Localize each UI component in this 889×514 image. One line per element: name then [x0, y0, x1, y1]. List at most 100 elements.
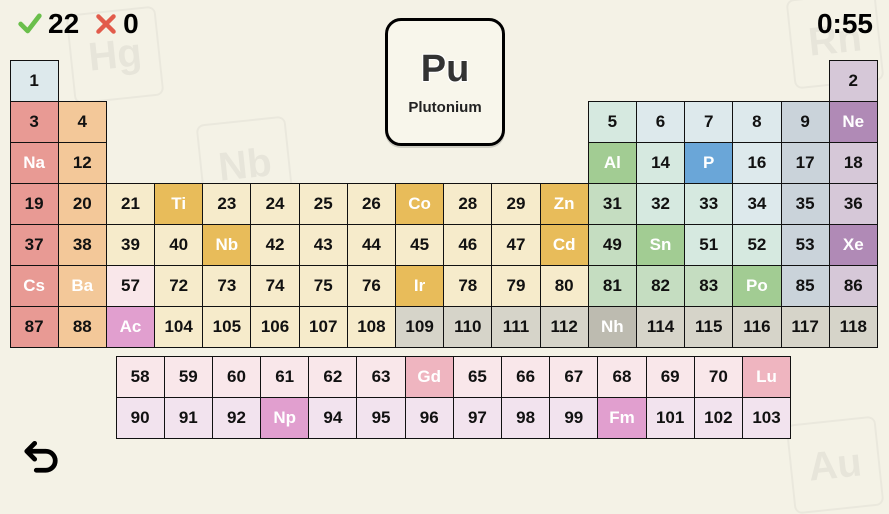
- element-32[interactable]: 32: [636, 183, 685, 225]
- element-73[interactable]: 73: [202, 265, 251, 307]
- element-40[interactable]: 40: [154, 224, 203, 266]
- element-52[interactable]: 52: [732, 224, 781, 266]
- element-111[interactable]: 111: [491, 306, 540, 348]
- element-gd[interactable]: Gd: [405, 356, 454, 398]
- element-8[interactable]: 8: [732, 101, 781, 143]
- element-5[interactable]: 5: [588, 101, 637, 143]
- element-61[interactable]: 61: [260, 356, 309, 398]
- element-97[interactable]: 97: [453, 397, 502, 439]
- element-17[interactable]: 17: [781, 142, 830, 184]
- element-78[interactable]: 78: [443, 265, 492, 307]
- element-np[interactable]: Np: [260, 397, 309, 439]
- undo-button[interactable]: [22, 437, 60, 484]
- element-117[interactable]: 117: [781, 306, 830, 348]
- element-fm[interactable]: Fm: [597, 397, 646, 439]
- element-86[interactable]: 86: [829, 265, 878, 307]
- element-98[interactable]: 98: [501, 397, 550, 439]
- element-xe[interactable]: Xe: [829, 224, 878, 266]
- element-19[interactable]: 19: [10, 183, 59, 225]
- element-3[interactable]: 3: [10, 101, 59, 143]
- element-63[interactable]: 63: [356, 356, 405, 398]
- element-88[interactable]: 88: [58, 306, 107, 348]
- element-101[interactable]: 101: [646, 397, 695, 439]
- element-79[interactable]: 79: [491, 265, 540, 307]
- element-118[interactable]: 118: [829, 306, 878, 348]
- element-14[interactable]: 14: [636, 142, 685, 184]
- element-81[interactable]: 81: [588, 265, 637, 307]
- element-115[interactable]: 115: [684, 306, 733, 348]
- element-16[interactable]: 16: [732, 142, 781, 184]
- element-sn[interactable]: Sn: [636, 224, 685, 266]
- element-109[interactable]: 109: [395, 306, 444, 348]
- element-28[interactable]: 28: [443, 183, 492, 225]
- element-96[interactable]: 96: [405, 397, 454, 439]
- element-91[interactable]: 91: [164, 397, 213, 439]
- element-95[interactable]: 95: [356, 397, 405, 439]
- element-ir[interactable]: Ir: [395, 265, 444, 307]
- element-42[interactable]: 42: [250, 224, 299, 266]
- element-106[interactable]: 106: [250, 306, 299, 348]
- element-45[interactable]: 45: [395, 224, 444, 266]
- element-70[interactable]: 70: [694, 356, 743, 398]
- element-6[interactable]: 6: [636, 101, 685, 143]
- element-68[interactable]: 68: [597, 356, 646, 398]
- element-80[interactable]: 80: [540, 265, 589, 307]
- element-65[interactable]: 65: [453, 356, 502, 398]
- element-110[interactable]: 110: [443, 306, 492, 348]
- element-18[interactable]: 18: [829, 142, 878, 184]
- element-112[interactable]: 112: [540, 306, 589, 348]
- element-114[interactable]: 114: [636, 306, 685, 348]
- element-ne[interactable]: Ne: [829, 101, 878, 143]
- element-21[interactable]: 21: [106, 183, 155, 225]
- element-44[interactable]: 44: [347, 224, 396, 266]
- element-104[interactable]: 104: [154, 306, 203, 348]
- element-85[interactable]: 85: [781, 265, 830, 307]
- element-24[interactable]: 24: [250, 183, 299, 225]
- element-38[interactable]: 38: [58, 224, 107, 266]
- element-58[interactable]: 58: [116, 356, 165, 398]
- element-39[interactable]: 39: [106, 224, 155, 266]
- element-69[interactable]: 69: [646, 356, 695, 398]
- element-nh[interactable]: Nh: [588, 306, 637, 348]
- element-43[interactable]: 43: [299, 224, 348, 266]
- element-4[interactable]: 4: [58, 101, 107, 143]
- element-na[interactable]: Na: [10, 142, 59, 184]
- element-ba[interactable]: Ba: [58, 265, 107, 307]
- element-90[interactable]: 90: [116, 397, 165, 439]
- element-29[interactable]: 29: [491, 183, 540, 225]
- element-36[interactable]: 36: [829, 183, 878, 225]
- element-lu[interactable]: Lu: [742, 356, 791, 398]
- element-57[interactable]: 57: [106, 265, 155, 307]
- element-p[interactable]: P: [684, 142, 733, 184]
- element-1[interactable]: 1: [10, 60, 59, 102]
- element-49[interactable]: 49: [588, 224, 637, 266]
- element-co[interactable]: Co: [395, 183, 444, 225]
- element-34[interactable]: 34: [732, 183, 781, 225]
- element-ti[interactable]: Ti: [154, 183, 203, 225]
- element-62[interactable]: 62: [308, 356, 357, 398]
- element-20[interactable]: 20: [58, 183, 107, 225]
- element-9[interactable]: 9: [781, 101, 830, 143]
- element-94[interactable]: 94: [308, 397, 357, 439]
- element-92[interactable]: 92: [212, 397, 261, 439]
- element-87[interactable]: 87: [10, 306, 59, 348]
- element-46[interactable]: 46: [443, 224, 492, 266]
- element-ac[interactable]: Ac: [106, 306, 155, 348]
- element-75[interactable]: 75: [299, 265, 348, 307]
- element-25[interactable]: 25: [299, 183, 348, 225]
- element-po[interactable]: Po: [732, 265, 781, 307]
- element-26[interactable]: 26: [347, 183, 396, 225]
- element-31[interactable]: 31: [588, 183, 637, 225]
- element-cs[interactable]: Cs: [10, 265, 59, 307]
- element-108[interactable]: 108: [347, 306, 396, 348]
- element-72[interactable]: 72: [154, 265, 203, 307]
- element-74[interactable]: 74: [250, 265, 299, 307]
- element-23[interactable]: 23: [202, 183, 251, 225]
- element-116[interactable]: 116: [732, 306, 781, 348]
- element-82[interactable]: 82: [636, 265, 685, 307]
- element-103[interactable]: 103: [742, 397, 791, 439]
- element-nb[interactable]: Nb: [202, 224, 251, 266]
- element-66[interactable]: 66: [501, 356, 550, 398]
- element-2[interactable]: 2: [829, 60, 878, 102]
- element-53[interactable]: 53: [781, 224, 830, 266]
